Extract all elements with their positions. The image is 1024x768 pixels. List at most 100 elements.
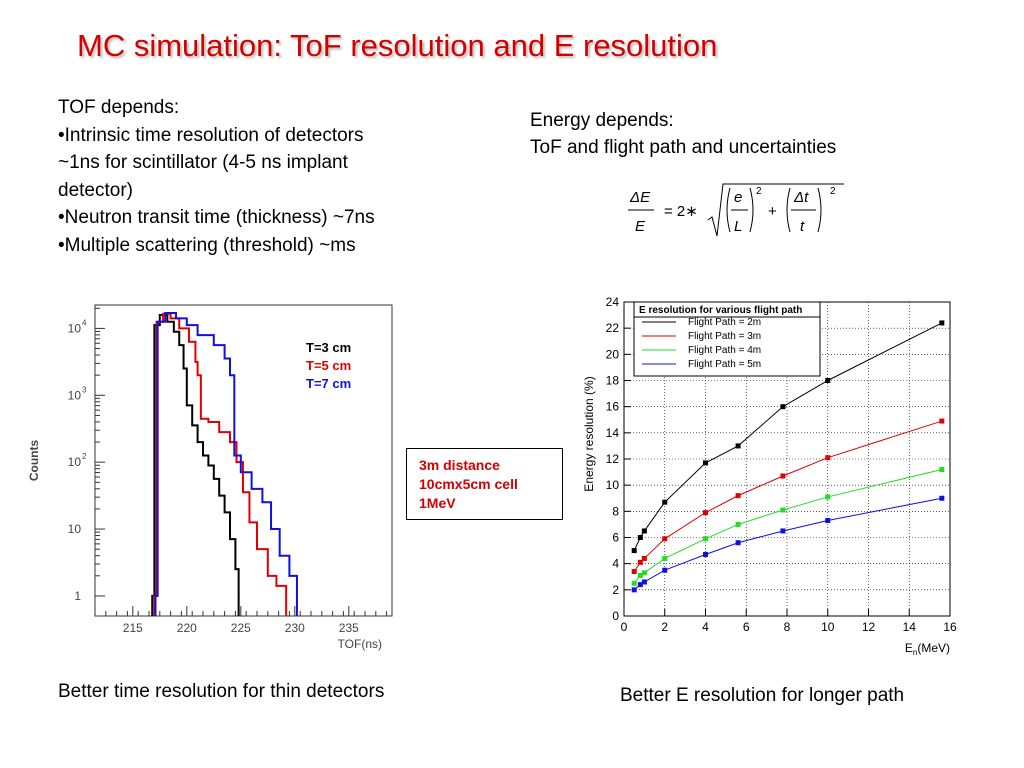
- data-point: [202, 454, 204, 457]
- series-line-3: [154, 312, 298, 616]
- data-point: [188, 340, 190, 343]
- data-point: [296, 595, 298, 597]
- tof-dependencies: TOF depends: •Intrinsic time resolution …: [58, 94, 458, 259]
- data-point: [662, 555, 668, 561]
- series-line-2: [153, 312, 288, 616]
- y-tick-label: 0: [612, 609, 619, 623]
- data-point: [153, 324, 156, 326]
- data-point: [631, 548, 637, 554]
- tof-line: •Intrinsic time resolution of detectors: [58, 124, 364, 146]
- legend-entry: Flight Path = 2m: [688, 317, 761, 328]
- data-point: [234, 568, 237, 570]
- data-point: [200, 417, 202, 420]
- info-line: 3m distance: [419, 457, 500, 473]
- data-point: [631, 587, 637, 593]
- y-tick-label: 12: [606, 452, 620, 466]
- y-tick-exponent: 3: [82, 385, 87, 394]
- data-point: [196, 334, 199, 336]
- data-point: [939, 495, 945, 501]
- tof-line: ~1ns for scintillator (4-5 ns implant: [58, 152, 348, 173]
- data-point: [178, 327, 181, 330]
- tof-line: detector): [58, 179, 133, 201]
- data-point: [233, 454, 236, 457]
- data-point: [278, 555, 281, 557]
- info-line: 10cmx5cm cell: [419, 476, 518, 492]
- slide-title: MC simulation: ToF resolution and E reso…: [77, 28, 718, 63]
- data-point: [164, 312, 166, 314]
- data-point: [235, 461, 238, 463]
- data-point: [780, 507, 786, 513]
- data-point: [237, 595, 240, 597]
- y-tick-label: 24: [606, 295, 620, 309]
- data-point: [261, 501, 264, 504]
- x-axis-label: TOF(ns): [338, 637, 382, 651]
- formula-equals: = 2∗: [664, 203, 698, 220]
- y-axis-label: Counts: [27, 440, 41, 482]
- data-point: [735, 521, 741, 527]
- x-tick-label: 16: [943, 620, 957, 634]
- data-point: [159, 314, 161, 316]
- x-tick-label: 2: [661, 620, 668, 634]
- data-point: [270, 528, 272, 530]
- data-point: [186, 324, 188, 326]
- data-point: [662, 567, 668, 573]
- y-tick-label: 16: [606, 400, 620, 414]
- energy-line: ToF and flight path and uncertainties: [530, 137, 837, 158]
- formula-f2-numerator: Δt: [793, 189, 809, 206]
- y-tick-label: 10: [68, 522, 82, 536]
- tof-heading: TOF depends:: [58, 97, 180, 118]
- formula-f2-denominator: t: [800, 218, 805, 235]
- y-tick-label: 6: [612, 531, 619, 545]
- caption-left: Better time resolution for thin detector…: [58, 681, 385, 702]
- data-point: [267, 575, 269, 577]
- data-point: [285, 595, 287, 597]
- data-point: [939, 466, 945, 472]
- x-axis-label: En(MeV): [905, 641, 950, 657]
- data-point: [156, 320, 159, 323]
- legend-box: [633, 301, 821, 377]
- y-tick-label: 8: [612, 504, 619, 518]
- legend-entry: Flight Path = 3m: [688, 331, 761, 342]
- x-tick-label: 10: [821, 620, 835, 634]
- data-point: [207, 421, 210, 423]
- data-point: [250, 488, 253, 490]
- data-point: [169, 317, 172, 320]
- data-point: [229, 441, 231, 443]
- data-point: [825, 455, 831, 461]
- x-tick-label: 14: [903, 620, 917, 634]
- y-tick-label: 18: [606, 374, 620, 388]
- data-point: [178, 344, 181, 346]
- data-point: [186, 404, 188, 407]
- energy-heading: Energy depends:: [530, 110, 674, 131]
- data-point: [242, 491, 244, 494]
- data-point: [631, 580, 637, 586]
- data-point: [229, 538, 231, 540]
- data-point: [248, 521, 251, 524]
- y-tick-label: 22: [606, 321, 620, 335]
- y-tick-exponent: 2: [82, 452, 87, 461]
- x-tick-label: 215: [123, 621, 143, 635]
- y-tick-label: 2: [612, 583, 619, 597]
- data-point: [166, 320, 169, 323]
- data-point: [213, 478, 215, 480]
- formula-plus: +: [768, 203, 777, 220]
- data-point: [735, 493, 741, 499]
- y-tick-label: 4: [612, 557, 619, 571]
- tof-line: •Neutron transit time (thickness) ~7ns: [58, 207, 375, 228]
- data-point: [151, 595, 154, 597]
- x-tick-label: 8: [784, 620, 791, 634]
- legend-entry: Flight Path = 4m: [688, 345, 761, 356]
- data-point: [780, 404, 786, 410]
- data-point: [182, 367, 185, 370]
- y-tick-label: 1: [74, 589, 81, 603]
- x-tick-label: 12: [862, 620, 876, 634]
- data-point: [229, 374, 231, 377]
- data-point: [223, 511, 226, 514]
- formula-lhs-numerator: ΔE: [629, 189, 651, 206]
- data-point: [240, 471, 242, 474]
- info-line: 1MeV: [419, 495, 456, 511]
- data-point: [703, 510, 708, 516]
- y-axis-label: Energy resolution (%): [582, 376, 596, 491]
- y-tick-label: 10: [68, 321, 82, 335]
- y-tick-label: 14: [606, 426, 620, 440]
